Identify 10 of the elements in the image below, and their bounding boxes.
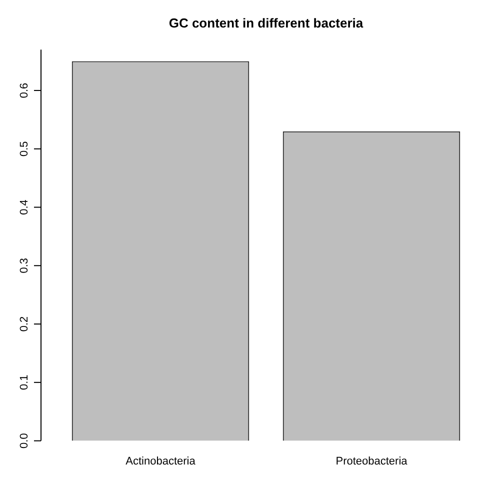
y-tick-label: 0.0 bbox=[18, 433, 31, 448]
y-tick-label: 0.2 bbox=[18, 316, 31, 332]
y-tick-label: 0.1 bbox=[18, 374, 31, 390]
chart-title: GC content in different bacteria bbox=[168, 15, 364, 30]
y-tick-label: 0.6 bbox=[18, 82, 31, 98]
x-tick-label: Proteobacteria bbox=[336, 455, 408, 468]
y-tick-label: 0.4 bbox=[18, 200, 31, 215]
x-tick-label: Actinobacteria bbox=[126, 455, 196, 468]
y-tick-label: 0.5 bbox=[18, 141, 31, 157]
y-tick-label: 0.3 bbox=[18, 258, 31, 274]
